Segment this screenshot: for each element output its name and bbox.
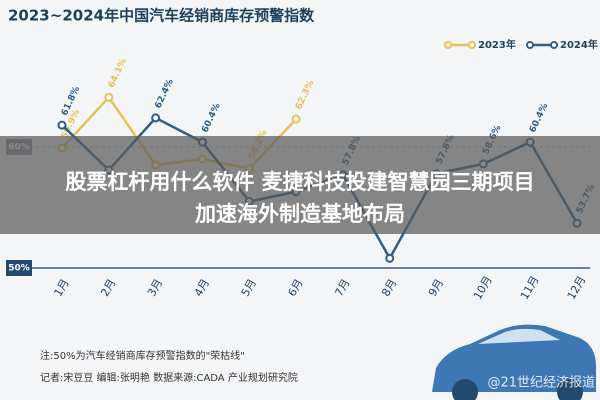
overlay-banner: [0, 136, 600, 234]
legend-marker: [444, 41, 452, 49]
data-point: [291, 114, 301, 124]
chart-title: 2023~2024年中国汽车经销商库存预警指数: [8, 7, 315, 25]
legend-label: 2023年: [478, 38, 516, 51]
note: 注:50%为汽车经销商库存预警指数的"荣枯线": [40, 349, 245, 362]
legend-label: 2024年: [560, 38, 598, 51]
car-illustration: [432, 324, 596, 400]
legend-marker: [526, 41, 534, 49]
data-point: [57, 120, 67, 130]
overlay-headline: 股票杠杆用什么软件 麦捷科技投建智慧园三期项目: [65, 170, 534, 194]
overlay-headline: 加速海外制造基地布局: [194, 202, 405, 226]
data-point: [151, 113, 161, 123]
data-point: [385, 253, 395, 263]
legend-marker: [550, 41, 558, 49]
note: 记者:宋豆豆 编辑:张明艳 数据来源:CADA 产业规划研究院: [40, 371, 298, 384]
legend-marker: [468, 41, 476, 49]
y-tick-label: 50%: [8, 264, 30, 274]
y-tick-box: [6, 260, 32, 276]
watermark: @21世纪经济报道: [487, 376, 595, 391]
data-point: [104, 92, 114, 102]
